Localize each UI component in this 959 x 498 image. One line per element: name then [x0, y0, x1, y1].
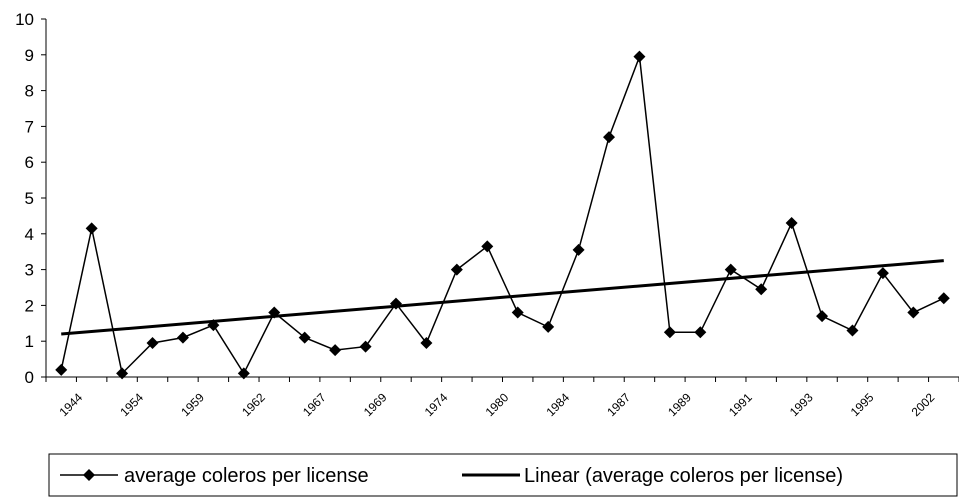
y-tick-label: 2	[25, 296, 34, 315]
legend-series-label: average coleros per license	[124, 465, 369, 487]
y-tick-label: 5	[25, 189, 34, 208]
data-point	[420, 336, 433, 349]
x-tick-label: 1959	[178, 390, 207, 419]
series-line	[60, 56, 945, 375]
y-tick-label: 4	[25, 225, 34, 244]
x-tick-label: 1991	[726, 390, 755, 419]
x-tick-label: 1995	[848, 390, 877, 419]
data-point	[176, 331, 189, 344]
legend-series-marker	[83, 469, 95, 481]
data-point	[359, 340, 372, 353]
data-point	[207, 319, 220, 332]
data-point	[116, 367, 129, 380]
data-point	[450, 263, 463, 276]
x-tick-label: 1969	[361, 390, 390, 419]
y-tick-label: 8	[25, 82, 34, 101]
x-tick-label: 1980	[483, 390, 512, 419]
data-point	[298, 331, 311, 344]
y-tick-label: 1	[25, 332, 34, 351]
data-point	[816, 310, 829, 323]
data-point	[55, 363, 68, 376]
data-point	[329, 344, 342, 357]
x-tick-label: 2002	[909, 390, 938, 419]
x-tick-label: 1967	[300, 390, 329, 419]
data-point	[907, 306, 920, 319]
data-point	[603, 131, 616, 144]
data-point	[724, 263, 737, 276]
data-point	[876, 267, 889, 280]
y-tick-label: 10	[15, 10, 34, 29]
data-point	[268, 306, 281, 319]
data-point	[937, 292, 950, 305]
data-point	[511, 306, 524, 319]
data-series	[55, 50, 950, 380]
x-tick-label: 1989	[665, 390, 694, 419]
trendline-line	[61, 259, 944, 336]
data-point	[694, 326, 707, 339]
trendline	[61, 259, 944, 336]
y-tick-label: 6	[25, 153, 34, 172]
legend-trend-label: Linear (average coleros per license)	[524, 465, 843, 487]
data-point	[542, 320, 555, 333]
data-point	[633, 50, 646, 63]
y-tick-label: 7	[25, 117, 34, 136]
x-axis: 1944 1954 1959 1962 1967 1969 1974 1980 1984 1987…	[45, 376, 959, 419]
x-tick-label: 1974	[422, 390, 451, 419]
x-tick-label: 1954	[117, 390, 146, 419]
data-point	[846, 324, 859, 337]
data-point	[389, 297, 402, 310]
data-point	[755, 283, 768, 296]
data-point	[572, 243, 585, 256]
data-point	[85, 222, 98, 235]
legend: average coleros per license Linear (aver…	[48, 453, 958, 497]
data-point	[481, 240, 494, 253]
x-tick-label: 1987	[604, 390, 633, 419]
y-tick-label: 0	[25, 368, 34, 387]
x-tick-label: 1944	[56, 390, 85, 419]
data-point	[663, 326, 676, 339]
y-axis: 0 1 2 3 4 5 6 7 8 9 10	[15, 10, 47, 387]
x-tick-label: 1993	[787, 390, 816, 419]
data-point	[237, 367, 250, 380]
data-point	[785, 217, 798, 230]
data-point	[146, 336, 159, 349]
x-tick-label: 1962	[239, 390, 268, 419]
y-tick-label: 3	[25, 261, 34, 280]
x-tick-label: 1984	[543, 390, 572, 419]
y-tick-label: 9	[25, 46, 34, 65]
